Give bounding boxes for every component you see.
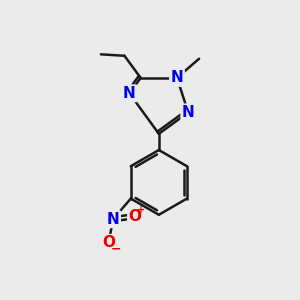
- Text: −: −: [111, 242, 121, 255]
- Text: O: O: [128, 209, 141, 224]
- Text: N: N: [171, 70, 183, 86]
- Text: N: N: [123, 86, 136, 101]
- Text: +: +: [137, 206, 145, 215]
- Text: N: N: [182, 105, 195, 120]
- Text: O: O: [102, 235, 115, 250]
- Text: N: N: [107, 212, 119, 227]
